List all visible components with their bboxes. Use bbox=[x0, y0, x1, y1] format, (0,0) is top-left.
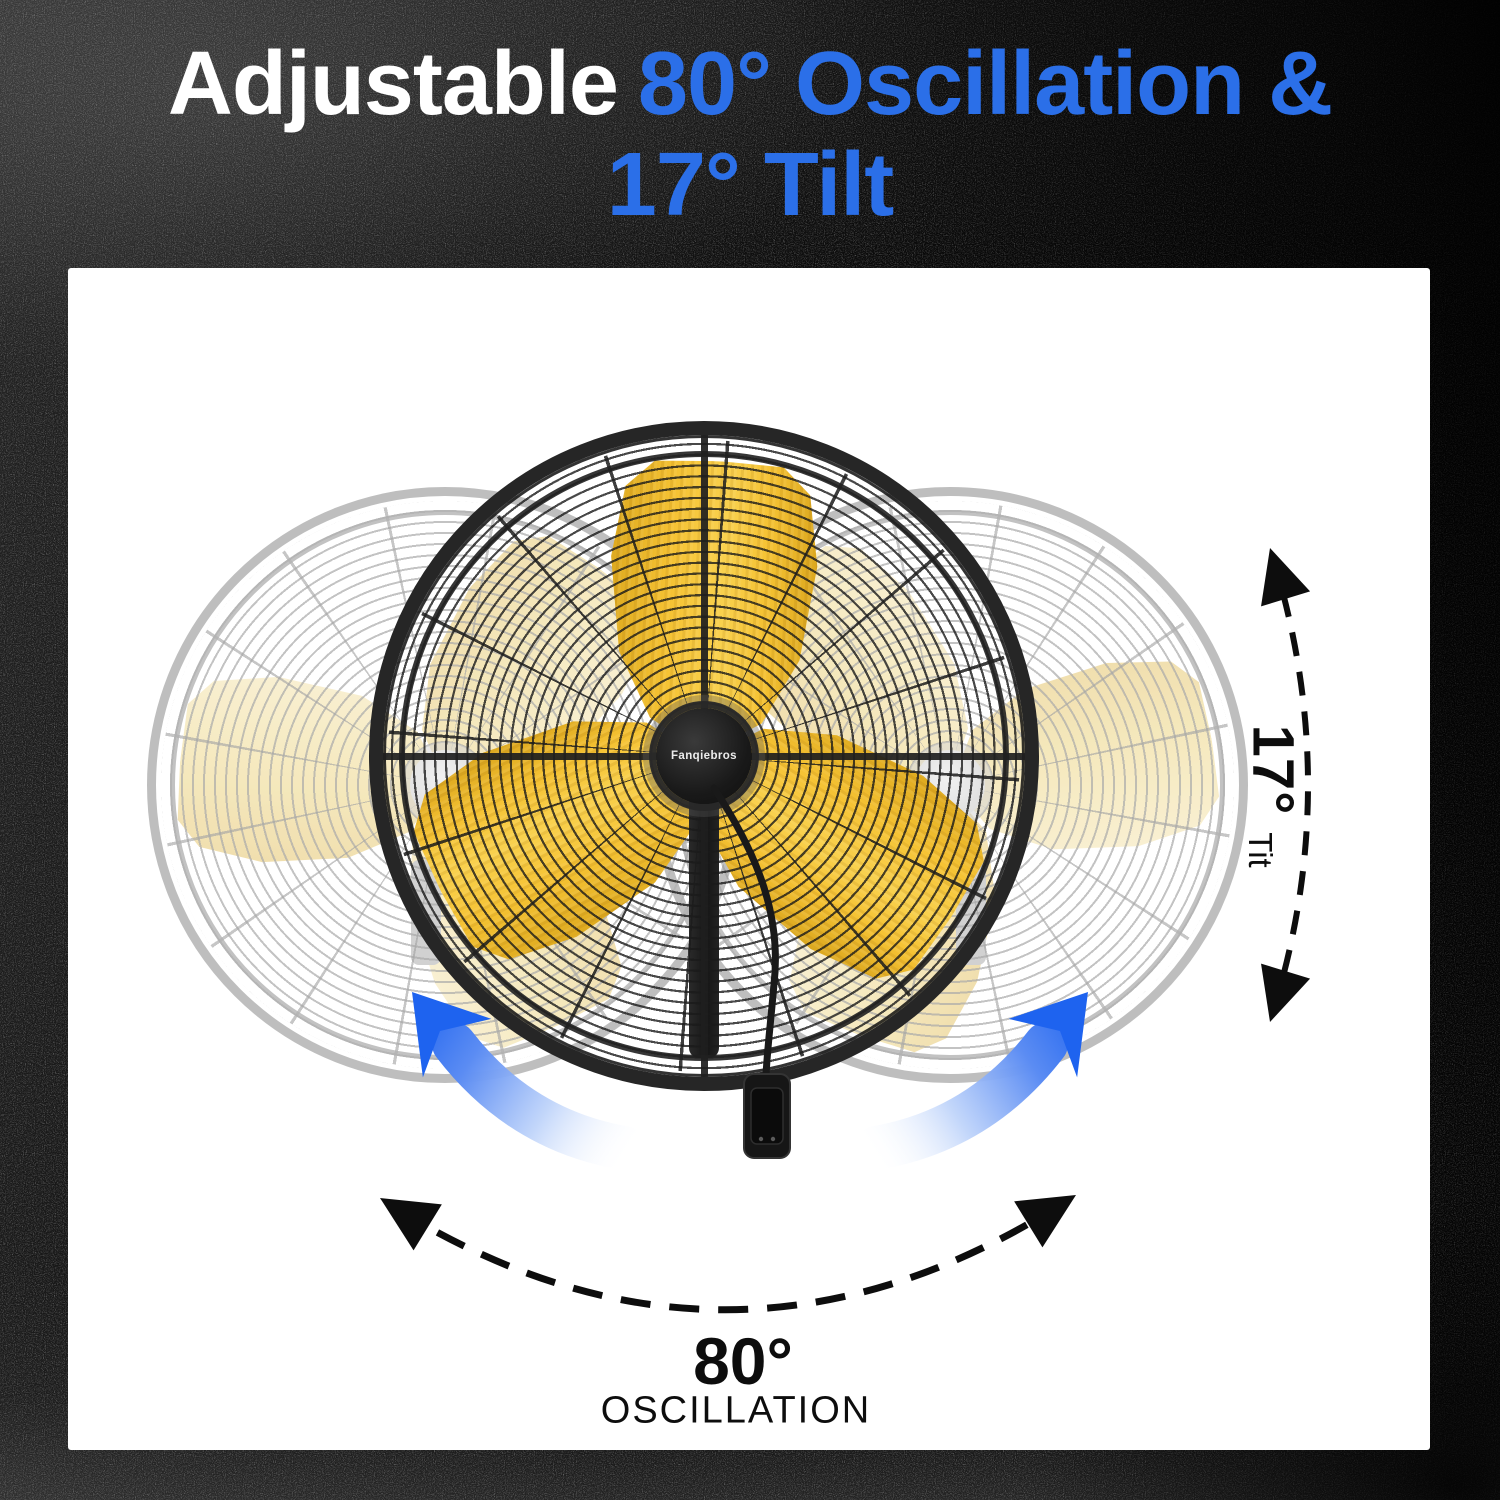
oscillation-word-label: OSCILLATION bbox=[600, 1389, 872, 1432]
annotation-overlay bbox=[68, 540, 1311, 1314]
fan-hub: Fanqiebros bbox=[656, 708, 752, 804]
fan-inner-rim bbox=[399, 451, 1009, 1061]
title-tilt: 17° Tilt bbox=[606, 134, 894, 235]
oscillation-arc bbox=[393, 1202, 1062, 1314]
tilt-word-label: Tit bbox=[1242, 832, 1279, 868]
tilt-arc bbox=[1269, 554, 1311, 1016]
oscillation-arrowhead-left-icon bbox=[365, 1175, 442, 1251]
title-line-2: 17° Tilt bbox=[0, 135, 1500, 236]
tilt-arrowhead-top-icon bbox=[1245, 540, 1311, 607]
power-cord bbox=[710, 784, 779, 1080]
oscillation-swoosh-arrow-left bbox=[377, 964, 624, 1148]
oscillation-arrowhead-right-icon bbox=[1014, 1172, 1091, 1248]
control-box bbox=[743, 1073, 791, 1159]
title-adjustable: Adjustable bbox=[167, 34, 619, 134]
oscillation-swoosh-arrow-right bbox=[876, 964, 1123, 1148]
brand-label: Fanqiebros bbox=[671, 750, 737, 762]
tilt-arrowhead-bottom-icon bbox=[1245, 963, 1311, 1030]
title-line-1: Adjustable 80° Oscillation & bbox=[0, 34, 1500, 135]
oscillation-angle-label: 80° bbox=[693, 1324, 793, 1398]
page-title: Adjustable 80° Oscillation & 17° Tilt bbox=[0, 34, 1500, 236]
title-oscillation: 80° Oscillation & bbox=[637, 34, 1333, 134]
product-image-panel: Fanqiebros bbox=[68, 268, 1430, 1450]
tilt-angle-label: 17° bbox=[1240, 724, 1306, 816]
